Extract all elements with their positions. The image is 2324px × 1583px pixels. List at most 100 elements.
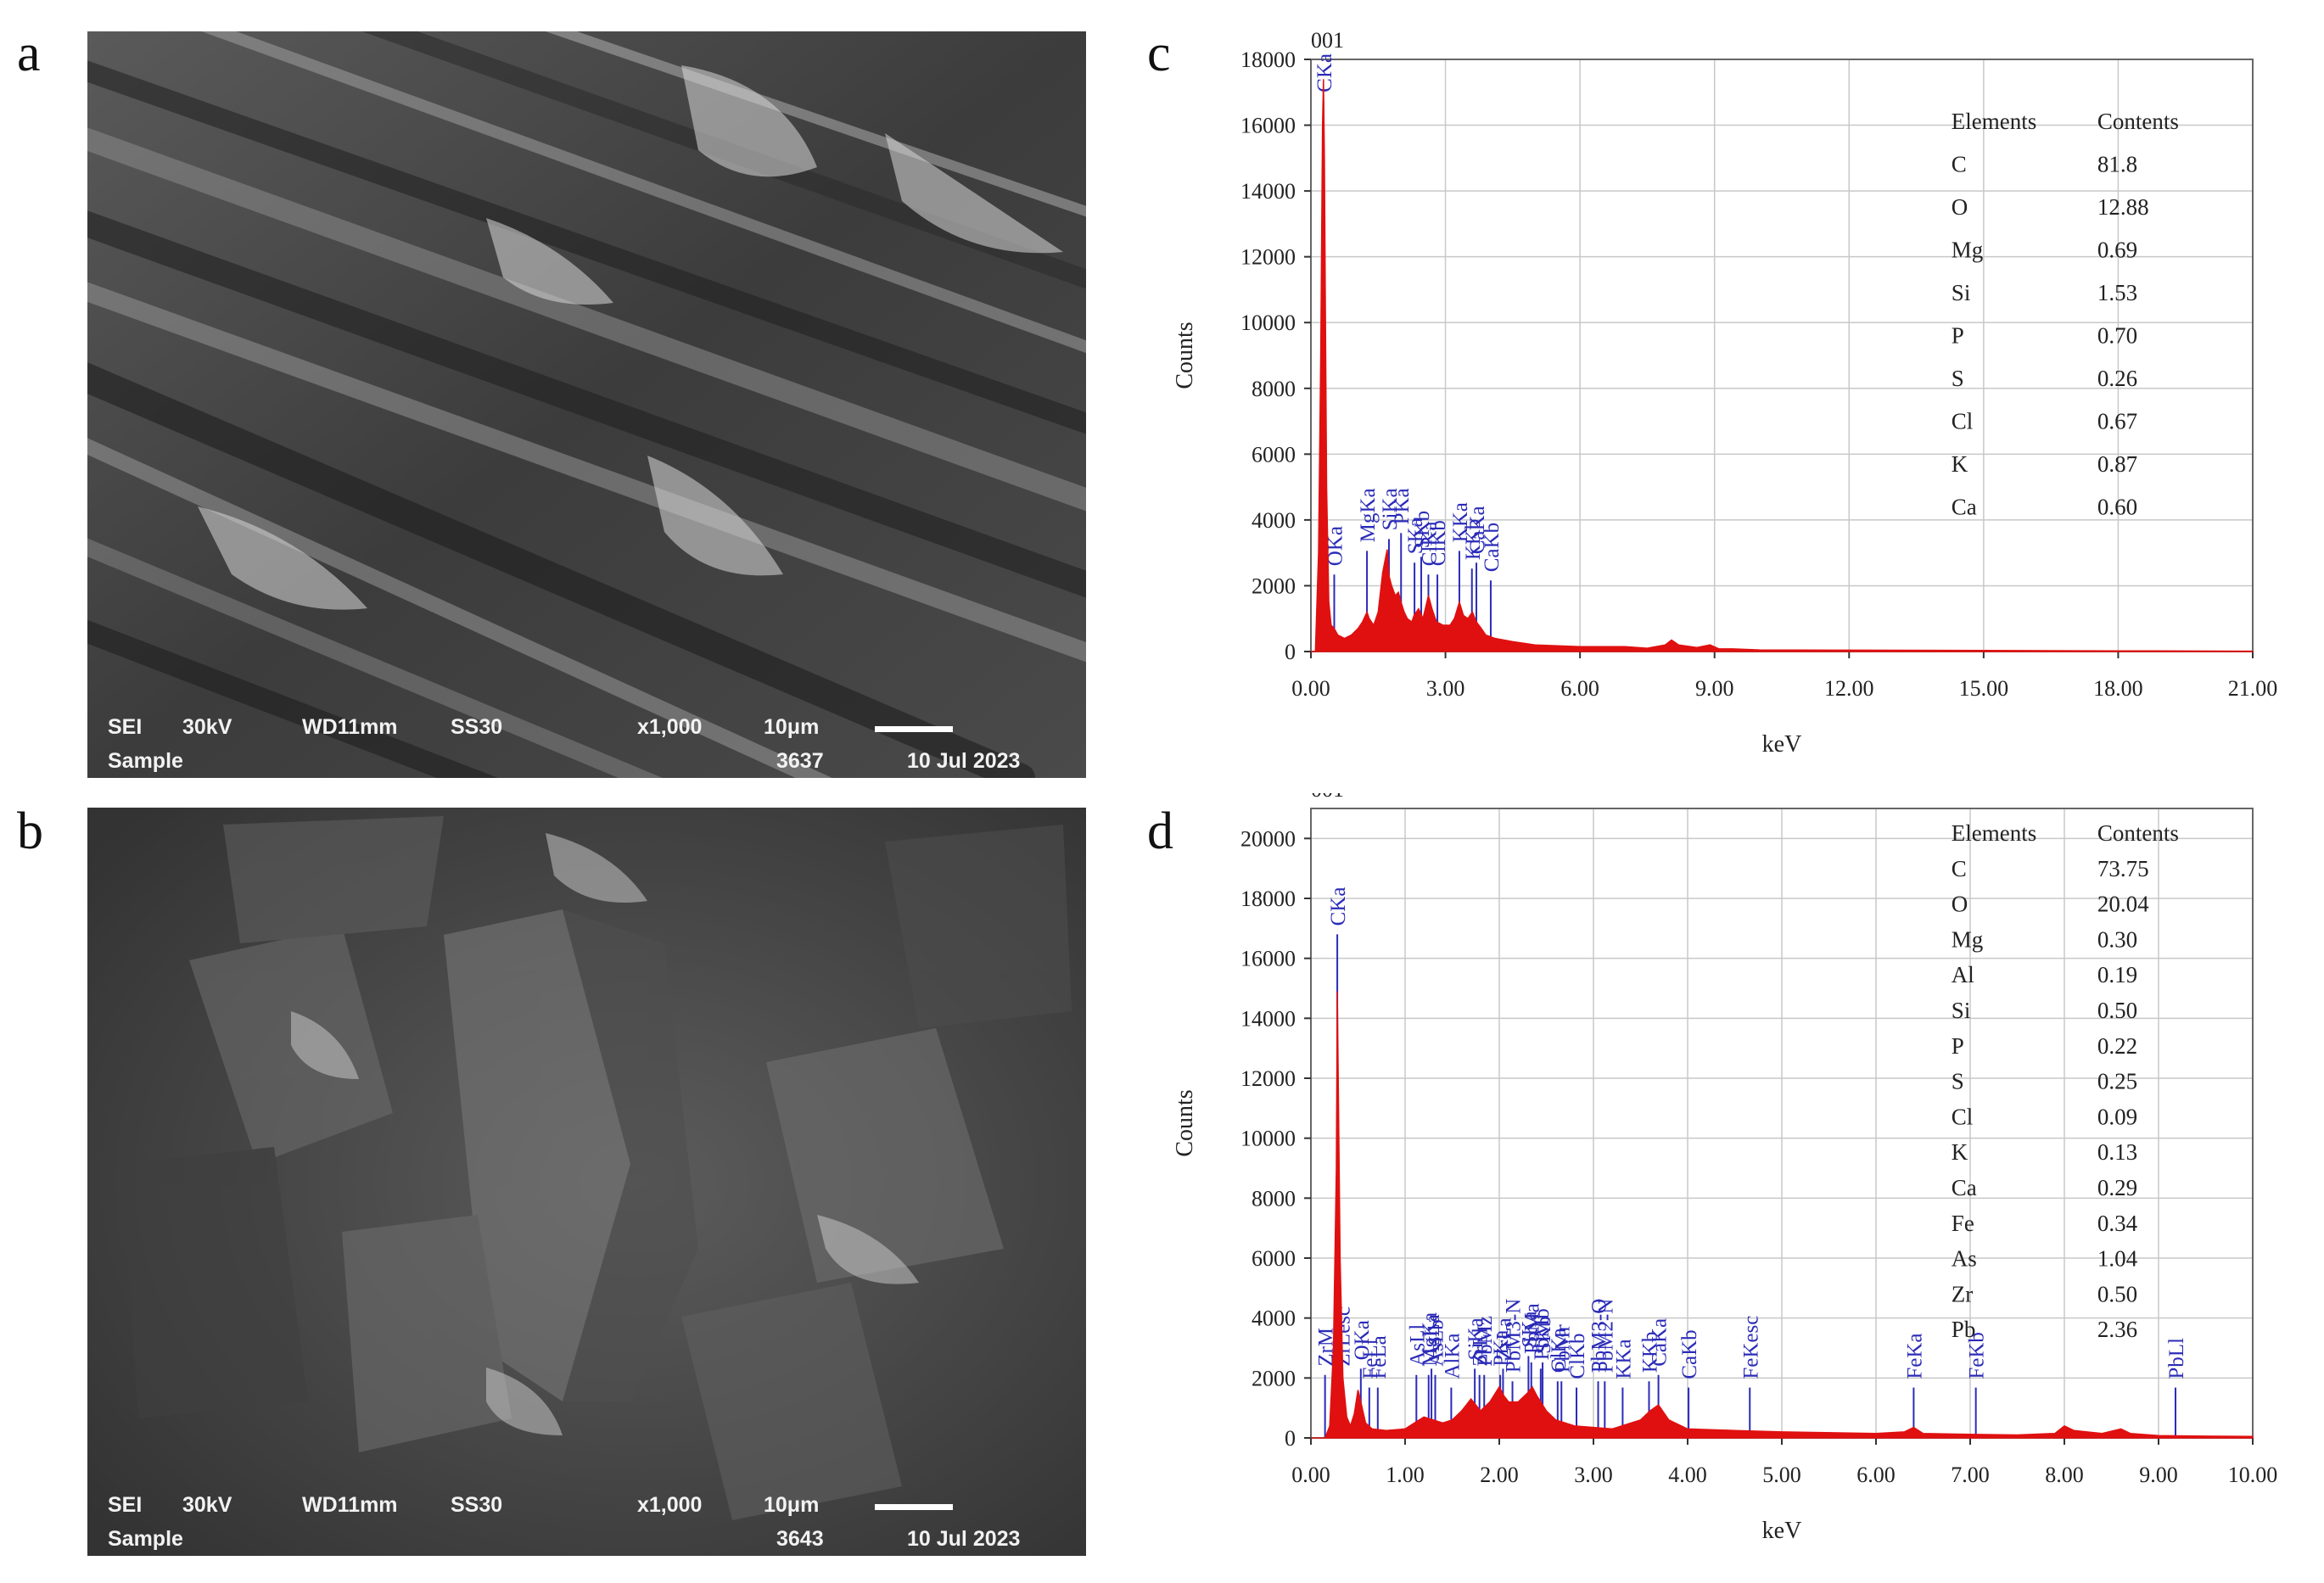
eds-spectrum-svg-d: 001 0 2000 4000 6000 8000 10000 12000 14000 16000… (1172, 777, 2278, 1544)
table-header-contents: Contents (2097, 820, 2179, 846)
peak-label: SiKa (1464, 1317, 1487, 1360)
sem-texture-b (87, 808, 1086, 1556)
sem-scale-label: 10μm (764, 715, 820, 739)
table-cell-content: 0.13 (2097, 1139, 2137, 1165)
peak-label: CaKb (1481, 523, 1504, 572)
x-tick-label: 6.00 (1856, 1463, 1896, 1487)
table-cell-element: Si (1952, 280, 1971, 305)
table-cell-element: Ca (1952, 1175, 1977, 1200)
peak-label: OKa (1351, 1320, 1374, 1360)
x-tick-label: 4.00 (1668, 1463, 1707, 1487)
table-cell-content: 0.69 (2097, 238, 2137, 263)
table-cell-element: O (1952, 892, 1968, 917)
table-cell-element: P (1952, 1033, 1964, 1059)
x-tick-label: 7.00 (1951, 1463, 1990, 1487)
peak-label: CaKa (1466, 506, 1489, 554)
table-cell-content: 0.30 (2097, 926, 2137, 952)
y-tick-label: 12000 (1240, 245, 1296, 270)
table-cell-content: 0.25 (2097, 1069, 2137, 1094)
peak-label: SKa (1404, 517, 1427, 554)
sem-working-distance: WD11mm (302, 1493, 398, 1517)
y-tick-label: 8000 (1252, 377, 1296, 401)
peak-label: PbMz (1474, 1316, 1497, 1367)
sem-image-number: 3643 (776, 1527, 824, 1551)
y-tick-label: 4000 (1252, 508, 1296, 533)
sem-sample-label: Sample (108, 1527, 183, 1551)
table-cell-element: Cl (1952, 1104, 1974, 1129)
peak-label: CaKa (1649, 1318, 1672, 1367)
y-axis-label: Counts (1175, 1089, 1198, 1156)
table-cell-content: 2.36 (2097, 1317, 2137, 1342)
x-tick-label: 15.00 (1959, 676, 2009, 701)
sem-magnification: x1,000 (637, 715, 703, 739)
y-tick-label: 14000 (1240, 1006, 1296, 1031)
peak-label: KKa (1612, 1339, 1635, 1379)
peak-label: PbMa (1521, 1303, 1544, 1354)
peak-label: ZrLa (1492, 1317, 1515, 1360)
x-tick-label: 9.00 (2139, 1463, 2178, 1487)
peak-label: KKb (1638, 1332, 1661, 1373)
x-tick-label: 1.00 (1386, 1463, 1425, 1487)
element-table: Elements Contents C 81.8 O 12.88 Mg 0.69 Si 1.53 P… (1952, 109, 2179, 520)
sem-spot-size: SS30 (451, 715, 503, 739)
table-cell-content: 0.87 (2097, 451, 2137, 477)
peak-label: AsLb (1425, 1319, 1448, 1367)
peak-label: AsLa (1421, 1314, 1444, 1360)
table-cell-content: 0.67 (2097, 409, 2137, 434)
peak-label: AlKa (1441, 1333, 1464, 1379)
peak-label: SKa (1518, 1311, 1541, 1347)
eds-spectrum-chart-d: 001 0 2000 4000 6000 8000 10000 12000 14000 16000… (1172, 777, 2304, 1552)
y-tick-label: 8000 (1252, 1186, 1296, 1211)
table-cell-element: Zr (1952, 1281, 1973, 1306)
table-cell-content: 81.8 (2097, 152, 2137, 177)
sem-texture-a (87, 31, 1086, 778)
sem-mode: SEI (108, 1493, 143, 1517)
table-cell-content: 0.09 (2097, 1104, 2137, 1129)
grid-lines (1310, 59, 2254, 652)
peak-label: PbMb (1531, 1308, 1554, 1360)
sem-sample-label: Sample (108, 749, 183, 773)
x-axis-label: keV (1762, 1518, 1802, 1544)
table-cell-element: Cl (1952, 409, 1974, 434)
sem-image-number: 3637 (776, 749, 824, 773)
sem-spot-size: SS30 (451, 1493, 503, 1517)
x-tick-label: 8.00 (2045, 1463, 2084, 1487)
sem-mode: SEI (108, 715, 143, 739)
x-tick-label: 3.00 (1574, 1463, 1613, 1487)
sem-micrograph-a: SEI 30kV WD11mm SS30 x1,000 10μm Sample … (87, 31, 1086, 778)
peak-label: PbLl (2165, 1338, 2188, 1379)
y-tick-label: 2000 (1252, 1366, 1296, 1390)
table-cell-element: K (1952, 1139, 1968, 1165)
y-tick-label: 0 (1285, 640, 1296, 664)
table-cell-element: K (1952, 451, 1968, 477)
y-tick-label: 18000 (1240, 48, 1296, 72)
scale-bar (875, 1504, 953, 1510)
peak-label: SiKa (1379, 488, 1402, 530)
x-tick-label: 2.00 (1480, 1463, 1519, 1487)
eds-spectrum-svg-c: 001 0 2000 4000 6000 8000 10000 12000 14000 16000… (1172, 28, 2277, 758)
table-header-elements: Elements (1952, 820, 2036, 846)
y-tick-label: 2000 (1252, 573, 1296, 598)
scale-bar (875, 726, 953, 732)
x-tick-label: 0.00 (1291, 1463, 1330, 1487)
eds-spectrum-chart-c: 001 0 2000 4000 6000 8000 10000 12000 14000 16000… (1172, 17, 2304, 764)
spectrum-area (1311, 79, 2254, 652)
y-tick-label: 6000 (1252, 442, 1296, 467)
table-cell-content: 12.88 (2097, 194, 2149, 220)
peak-label: FeKb (1966, 1332, 1989, 1379)
table-cell-element: S (1952, 1069, 1964, 1094)
x-tick-label: 10.00 (2228, 1463, 2278, 1487)
y-tick-label: 18000 (1240, 887, 1296, 911)
table-cell-element: Ca (1952, 495, 1977, 520)
sem-scale-label: 10μm (764, 1493, 820, 1517)
table-cell-element: Pb (1952, 1317, 1976, 1342)
peak-label: MgKa (1419, 1312, 1442, 1367)
peak-label: CKa (1313, 53, 1336, 92)
sem-date: 10 Jul 2023 (907, 1527, 1021, 1551)
table-cell-content: 1.53 (2097, 280, 2137, 305)
y-tick-label: 4000 (1252, 1306, 1296, 1331)
peak-label: ClKa (1548, 1328, 1571, 1373)
panel-label-a: a (17, 25, 41, 82)
peak-label: CKa (1327, 887, 1350, 926)
table-cell-content: 20.04 (2097, 892, 2149, 917)
